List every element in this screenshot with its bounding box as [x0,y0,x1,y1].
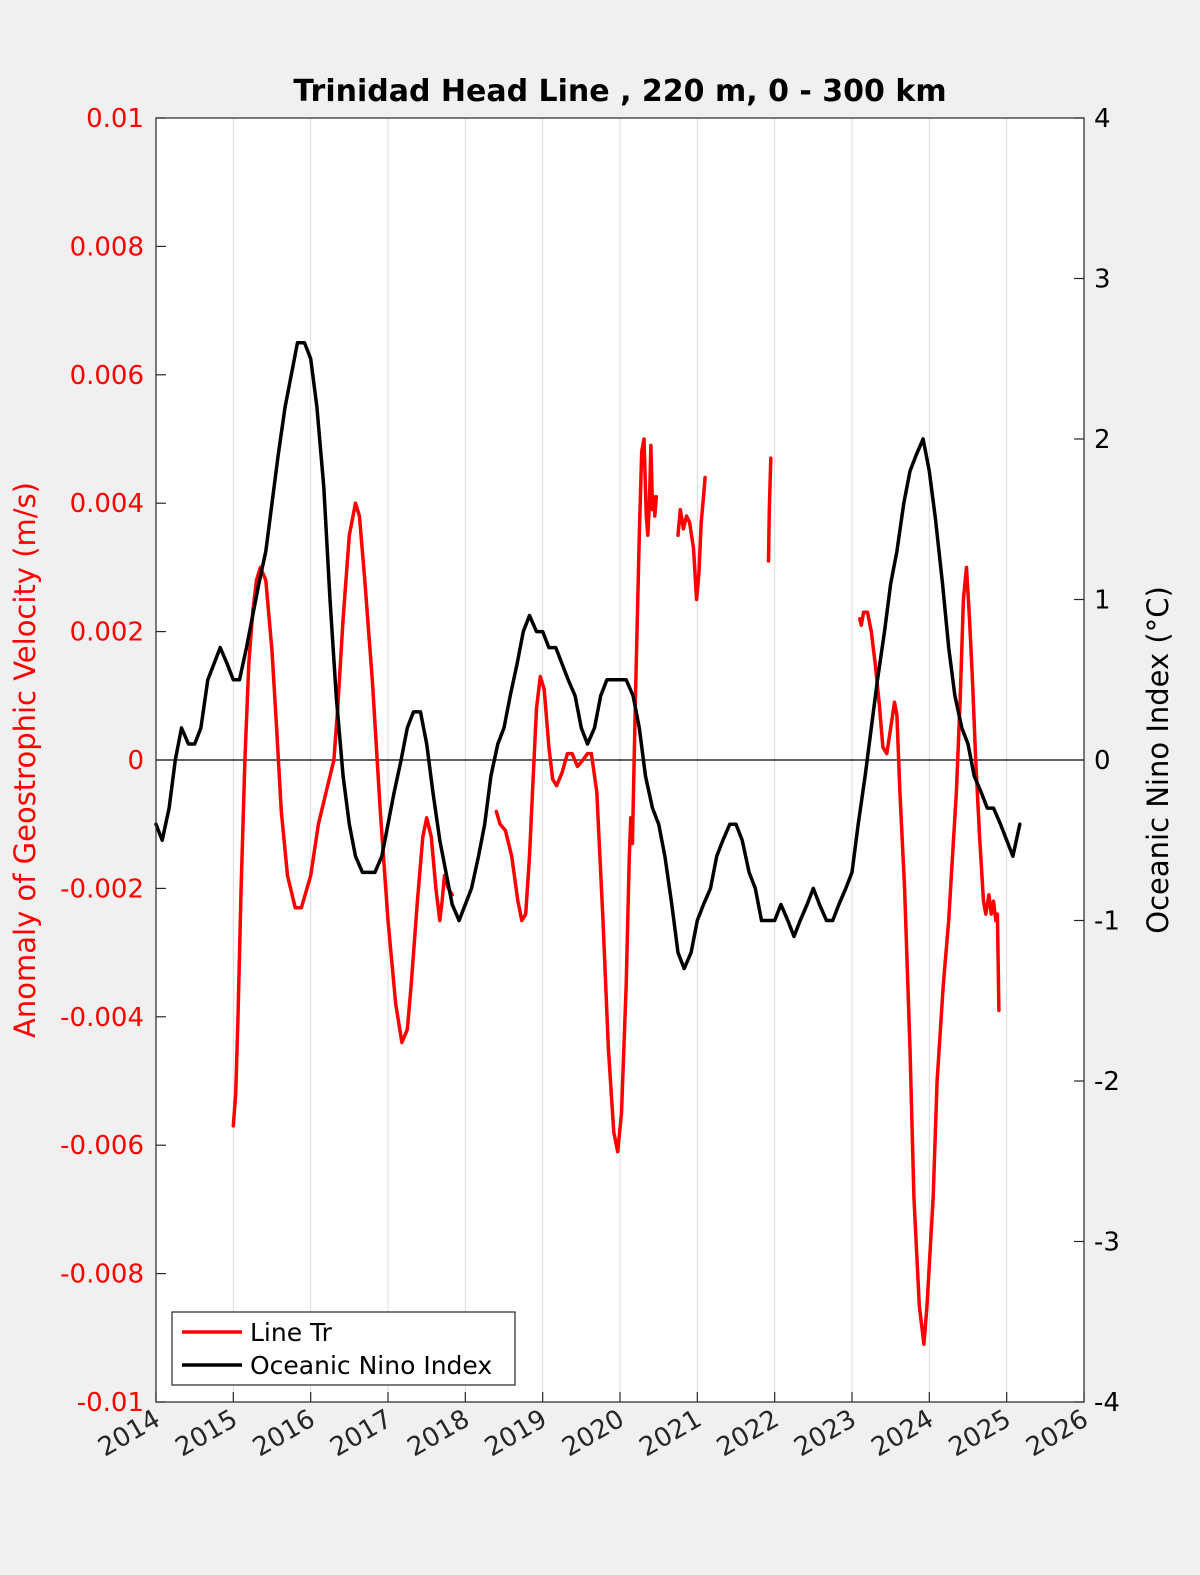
series-oceanic-nino-index [154,340,1022,971]
axes: 2 0 1 4 2015 2016 2017 2018 2019 2020 2021 2022 2023… [60,104,1120,1463]
x-tick-label: 2026 [1021,1404,1093,1463]
x-tick-label: 2025 [944,1404,1016,1463]
y-left-tick-label: 0.002 [70,618,144,648]
series-line-tr-segment [857,565,1001,1346]
y-left-tick-label: -0.01 [77,1388,144,1418]
series-line-tr-segment [494,437,659,1154]
y-left-tick-label: 0.004 [70,489,144,519]
legend: Line Tr Oceanic Nino Index [171,1311,516,1386]
y-left-tick-label: 0 [127,746,144,776]
legend-label-line-tr: Line Tr [250,1318,333,1347]
series-group [154,340,1022,1346]
y-left-tick-label: 0.006 [70,361,144,391]
y-left-tick-label: 0.01 [86,104,144,134]
chart-title: Trinidad Head Line , 220 m, 0 - 300 km [293,74,946,109]
x-tick-label: 2019 [480,1404,552,1463]
y-axis-left-label: Anomaly of Geostrophic Velocity (m/s) [8,482,42,1038]
series-line-tr-segment [231,501,454,1128]
y-left-tick-label: 0.008 [70,232,144,262]
y-right-tick-label: 3 [1094,265,1111,295]
legend-box [171,1311,516,1386]
series-line-tr-segment [766,456,773,563]
y-right-tick-label: -4 [1094,1388,1120,1418]
y-axis-right-label: Oceanic Nino Index (°C) [1141,586,1175,934]
y-right-tick-label: -1 [1094,907,1120,937]
y-right-tick-label: 2 [1094,425,1111,455]
y-right-tick-label: 0 [1094,746,1111,776]
y-right-tick-label: -3 [1094,1228,1120,1258]
x-tick-label: 2018 [403,1404,475,1463]
y-left-tick-label: -0.008 [60,1260,144,1290]
x-tick-label: 2015 [171,1404,243,1463]
y-right-tick-label: 4 [1094,104,1111,134]
y-left-tick-label: -0.006 [60,1131,144,1161]
x-tick-label: 2017 [325,1404,397,1463]
legend-label-oni: Oceanic Nino Index [250,1351,492,1380]
x-tick-label: 2022 [712,1404,784,1463]
x-tick-label: 2023 [789,1404,861,1463]
y-right-tick-label: 1 [1094,586,1111,616]
y-left-tick-label: -0.004 [60,1003,144,1033]
y-right-tick-label: -2 [1094,1067,1120,1097]
x-tick-label: 2021 [635,1404,707,1463]
x-tick-label: 2016 [248,1404,320,1463]
y-left-tick-label: -0.002 [60,874,144,904]
x-tick-label: 2024 [867,1404,939,1463]
series-line-tr-segment [676,475,707,602]
x-tick-label: 2020 [557,1404,629,1463]
